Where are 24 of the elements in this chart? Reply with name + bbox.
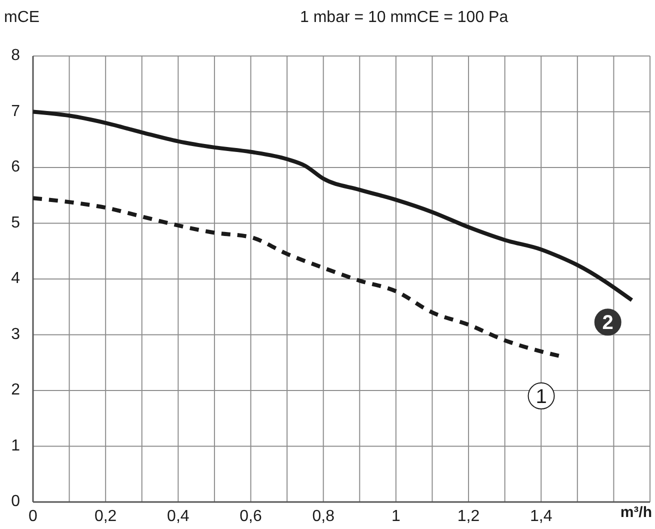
y-axis-title: mCE (4, 9, 40, 26)
y-tick-label: 0 (11, 493, 20, 510)
x-tick-label: 0,4 (167, 508, 190, 525)
y-tick-label: 8 (11, 47, 20, 64)
y-tick-label: 2 (11, 382, 20, 398)
y-tick-label: 7 (11, 102, 20, 120)
x-tick-label: 0,8 (312, 508, 335, 525)
line-series (31, 110, 634, 302)
x-tick-label: 0,6 (240, 508, 262, 525)
y-tick-label: 1 (11, 437, 20, 454)
x-axis-title: m³/h (620, 504, 652, 521)
y-tick-label: 3 (11, 326, 20, 343)
line-series (31, 196, 562, 358)
x-tick-label: 0,2 (94, 508, 117, 525)
series-label: 1 (536, 386, 547, 408)
y-tick-label: 4 (11, 270, 20, 287)
x-tick-label: 1,4 (530, 508, 552, 525)
x-tick-label: 1,2 (457, 508, 480, 525)
y-tick-label: 5 (11, 214, 20, 232)
text: 1 mbar = 10 mmCE = 100 Pa (300, 9, 508, 26)
x-tick-label: 1 (391, 508, 400, 525)
y-tick-label: 6 (11, 158, 20, 176)
series-label: 2 (602, 312, 614, 334)
x-tick-label: 0 (28, 508, 38, 525)
